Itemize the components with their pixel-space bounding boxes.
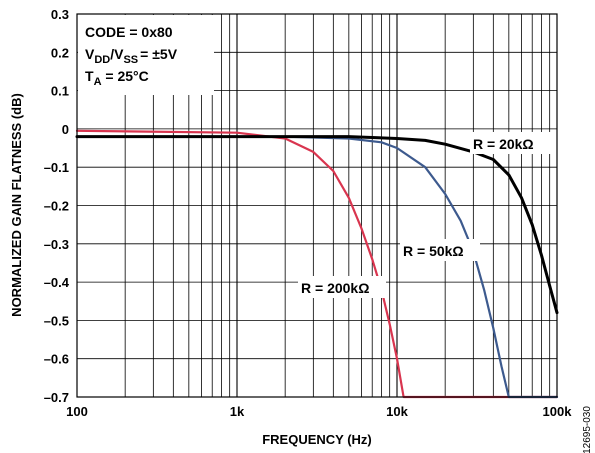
x-tick-label: 10k	[386, 404, 408, 419]
x-tick-labels: 100 1k 10k 100k	[66, 404, 572, 419]
x-tick-label: 100	[66, 404, 88, 419]
x-tick-label: 1k	[230, 404, 245, 419]
series-label-r50k: R = 50kΩ	[400, 239, 480, 261]
y-tick-label: 0.2	[51, 45, 69, 60]
y-tick-label: 0.1	[51, 84, 69, 99]
temperature-annotation: TA = 25°C	[85, 68, 149, 88]
y-tick-label: 0.3	[51, 7, 69, 22]
figure-id: 12695-030	[582, 406, 593, 453]
plot-frame	[76, 13, 558, 398]
y-tick-label: –0.1	[44, 160, 69, 175]
y-axis-title: NORMALIZED GAIN FLATNESS (dB)	[9, 93, 24, 317]
y-tick-label: –0.3	[44, 237, 69, 252]
series-label-r20k: R = 20kΩ	[470, 132, 552, 154]
svg-text:R = 200kΩ: R = 200kΩ	[301, 280, 369, 296]
y-tick-label: –0.7	[44, 390, 69, 405]
x-axis-title: FREQUENCY (Hz)	[262, 432, 372, 447]
series-label-r200k: R = 200kΩ	[298, 276, 386, 298]
y-tick-labels: 0.3 0.2 0.1 0 –0.1 –0.2 –0.3 –0.4 –0.5 –0.6 –0.7	[44, 7, 70, 405]
y-tick-label: –0.6	[44, 352, 69, 367]
svg-text:R = 20kΩ: R = 20kΩ	[473, 136, 534, 152]
conditions-box	[78, 15, 214, 95]
supply-annotation: VDD/VSS = ±5V	[85, 46, 178, 66]
svg-text:R = 50kΩ: R = 50kΩ	[403, 243, 464, 259]
y-tick-label: 0	[62, 122, 69, 137]
y-tick-label: –0.4	[44, 275, 70, 290]
x-tick-label: 100k	[543, 404, 573, 419]
y-tick-label: –0.2	[44, 199, 69, 214]
y-tick-label: –0.5	[44, 313, 69, 328]
code-annotation: CODE = 0x80	[85, 24, 173, 40]
